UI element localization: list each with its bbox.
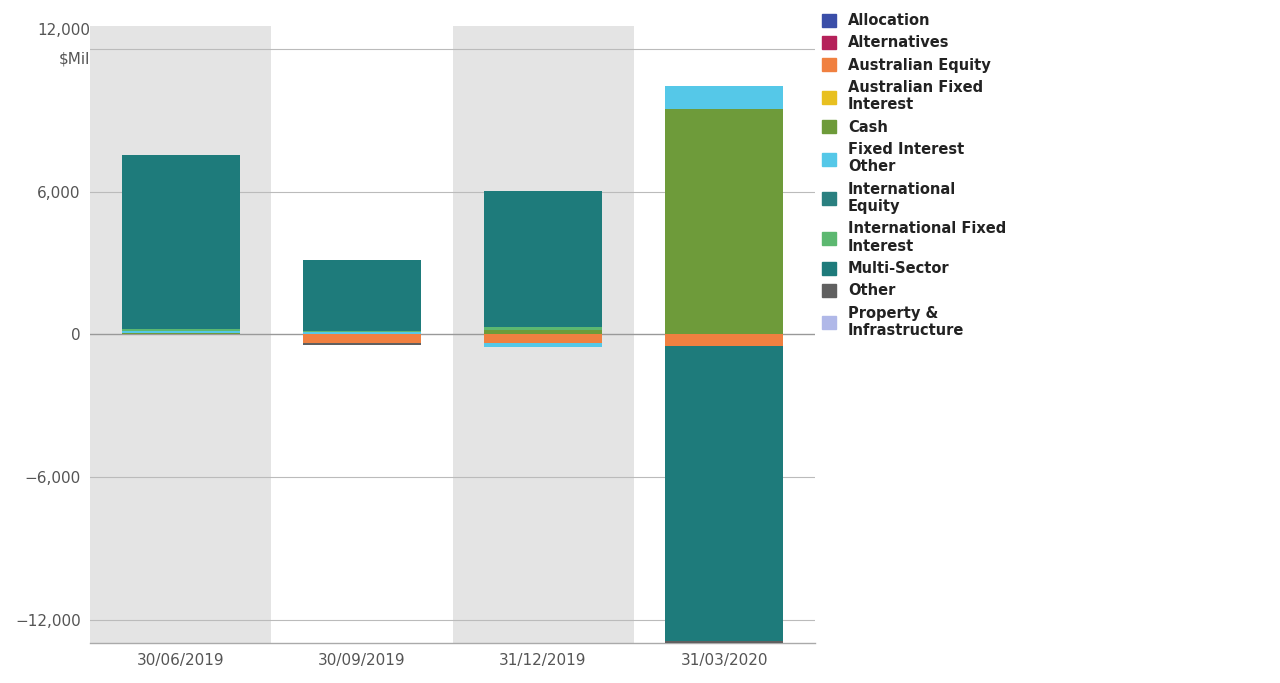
Bar	[303, 335, 421, 343]
Bar	[122, 333, 239, 335]
Bar	[484, 327, 602, 330]
Bar	[453, 25, 634, 643]
Text: $Mil: $Mil	[59, 51, 91, 66]
Bar	[634, 25, 814, 643]
Bar	[303, 332, 421, 335]
Bar	[666, 86, 783, 109]
Bar	[666, 641, 783, 648]
Bar	[303, 343, 421, 345]
Bar	[666, 335, 783, 346]
Bar	[303, 260, 421, 331]
Bar	[484, 343, 602, 348]
Bar	[303, 331, 421, 332]
Bar	[484, 191, 602, 327]
Bar	[484, 330, 602, 335]
Bar	[122, 155, 239, 329]
Bar	[122, 329, 239, 331]
Bar	[271, 25, 453, 643]
Bar	[666, 109, 783, 335]
Bar	[666, 346, 783, 641]
Legend: Allocation, Alternatives, Australian Equity, Australian Fixed
Interest, Cash, Fi: Allocation, Alternatives, Australian Equ…	[822, 13, 1006, 338]
Bar	[484, 335, 602, 343]
Bar	[122, 331, 239, 333]
Text: 12,000: 12,000	[37, 23, 91, 38]
Bar	[91, 25, 271, 643]
